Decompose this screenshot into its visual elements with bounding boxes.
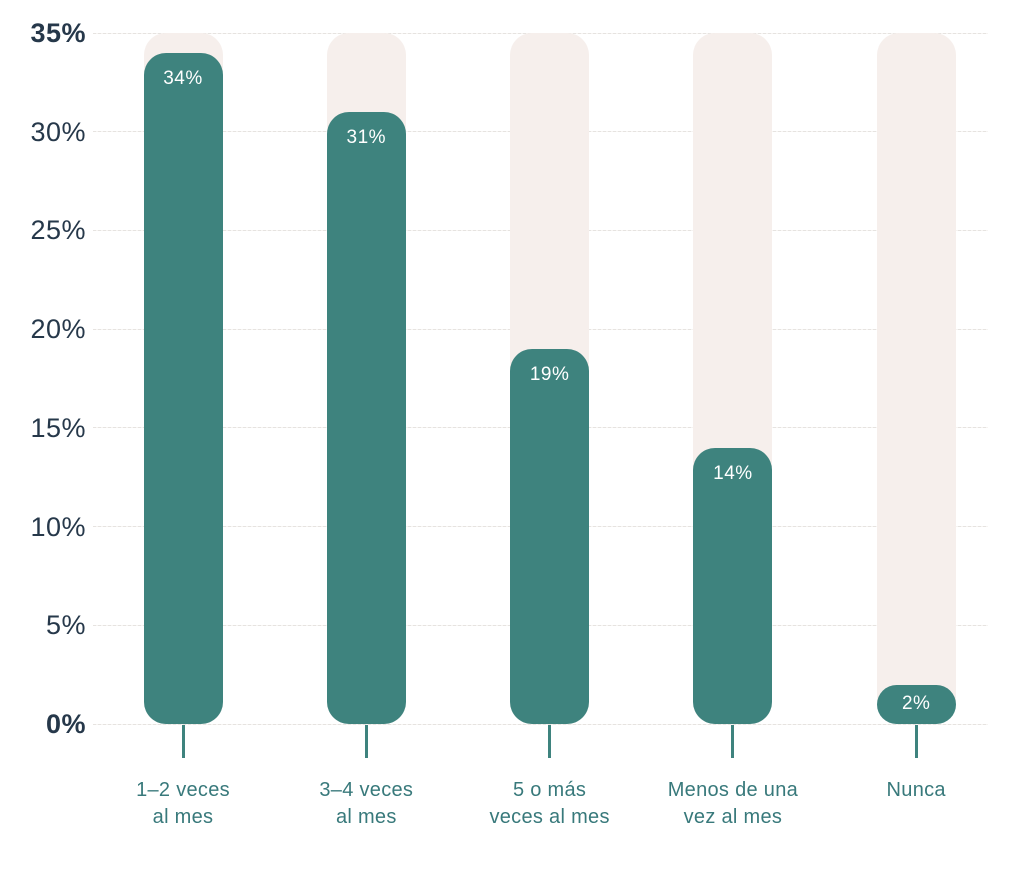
bar-value-label: 31% bbox=[346, 126, 387, 148]
x-tick-line bbox=[914, 725, 918, 758]
y-tick-label: 25% bbox=[30, 215, 86, 246]
x-tick-line bbox=[548, 725, 552, 758]
x-category-label: 1–2 veces al mes bbox=[136, 779, 230, 828]
y-tick-label: 35% bbox=[30, 18, 86, 48]
bar bbox=[326, 111, 406, 724]
bar-value-label: 19% bbox=[529, 363, 570, 385]
bar bbox=[693, 447, 773, 724]
bar-track bbox=[876, 33, 956, 724]
bar-value-label: 2% bbox=[901, 693, 931, 715]
x-category-label: Nunca bbox=[886, 779, 946, 801]
x-tick-line bbox=[181, 725, 185, 758]
x-tick-line bbox=[364, 725, 368, 758]
x-tick-line bbox=[731, 725, 735, 758]
y-tick-label: 15% bbox=[30, 412, 86, 443]
x-category-label: Menos de una vez al mes bbox=[667, 779, 799, 828]
y-tick-label: 30% bbox=[30, 116, 86, 147]
bar bbox=[143, 52, 223, 724]
x-category-label: 5 o más veces al mes bbox=[489, 779, 610, 828]
y-tick-label: 10% bbox=[30, 511, 86, 542]
bar-value-label: 34% bbox=[163, 67, 203, 89]
x-category-label: 3–4 veces al mes bbox=[319, 779, 414, 828]
y-tick-label: 0% bbox=[45, 709, 86, 739]
bar bbox=[510, 348, 590, 724]
bar-value-label: 14% bbox=[713, 462, 753, 484]
y-tick-label: 5% bbox=[45, 610, 86, 641]
y-tick-label: 20% bbox=[30, 314, 86, 345]
bar bbox=[876, 684, 956, 724]
gridline bbox=[93, 723, 988, 726]
